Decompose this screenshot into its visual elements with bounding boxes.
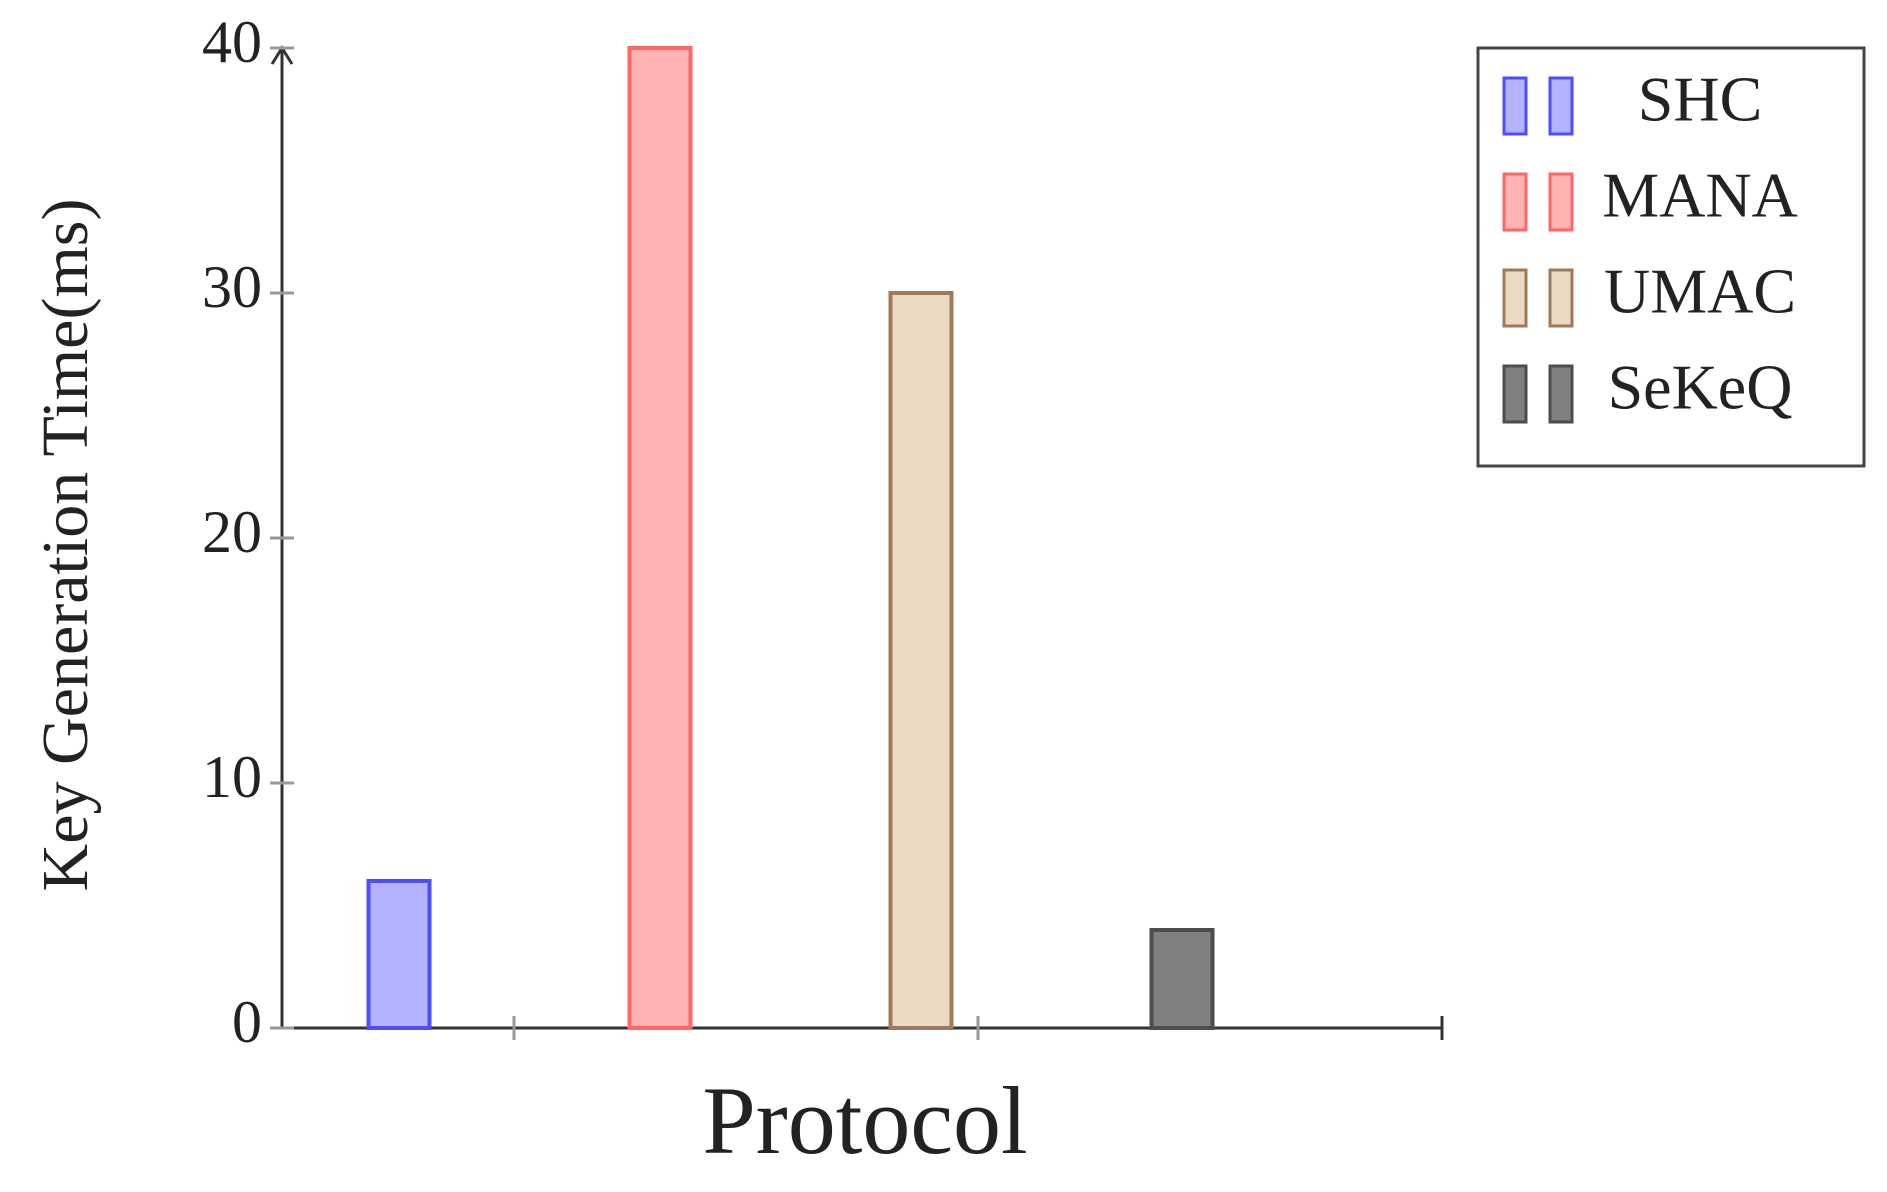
legend-swatch xyxy=(1502,76,1528,136)
y-tick-label: 40 xyxy=(202,9,262,75)
legend-swatch xyxy=(1548,172,1574,232)
legend-label: UMAC xyxy=(1604,256,1796,327)
bar xyxy=(366,879,432,1030)
y-tick-label: 0 xyxy=(232,989,262,1055)
legend-swatch xyxy=(1502,364,1528,424)
legend-swatch xyxy=(1502,172,1528,232)
legend-label: MANA xyxy=(1602,160,1798,231)
y-tick-label: 10 xyxy=(202,744,262,810)
legend-label: SHC xyxy=(1638,64,1763,135)
legend-label: SeKeQ xyxy=(1608,352,1793,423)
x-axis-label: Protocol xyxy=(702,1067,1027,1174)
y-axis-label: Key Generation Time(ms) xyxy=(29,199,102,892)
legend-swatch xyxy=(1548,364,1574,424)
y-tick-label: 30 xyxy=(202,254,262,320)
bar xyxy=(1149,928,1215,1030)
legend-swatch xyxy=(1502,268,1528,328)
legend-box xyxy=(1476,46,1866,468)
bar xyxy=(888,291,954,1030)
y-tick-label: 20 xyxy=(202,499,262,565)
bar xyxy=(627,46,693,1030)
legend-swatch xyxy=(1548,268,1574,328)
legend-swatch xyxy=(1548,76,1574,136)
